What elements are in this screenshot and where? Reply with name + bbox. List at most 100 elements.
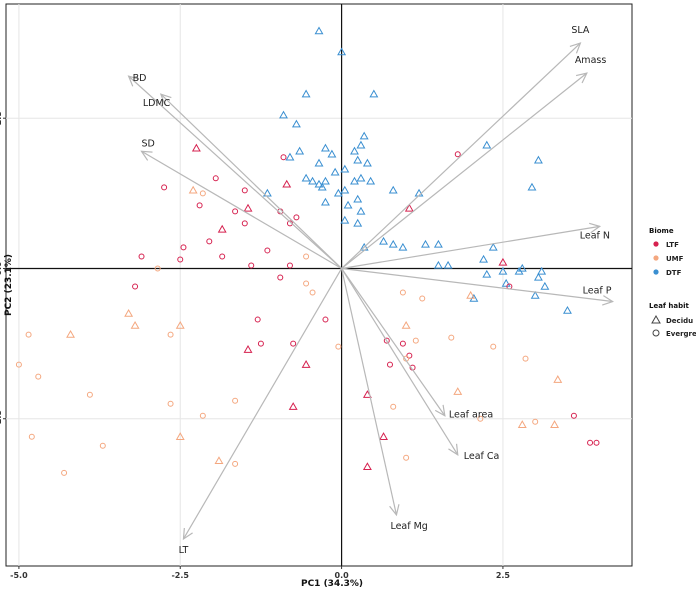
x-tick-label: -5.0: [10, 571, 28, 580]
vector-line-ldmc: [160, 93, 343, 269]
point-dtf-deciduous: [498, 266, 508, 275]
point-umf-evergreen: [154, 265, 161, 272]
vector-lt: LT: [179, 268, 343, 556]
vector-arrowhead-leaf-mg: [389, 504, 400, 517]
legend-habit-title: Leaf habit: [649, 302, 690, 310]
vector-label-leaf-area: Leaf area: [449, 410, 493, 421]
loading-vectors: SLA Amass BD LDMC SD Leaf N Leaf P Leaf area Lea…: [127, 25, 615, 556]
legend-label-ltf: LTF: [666, 241, 679, 249]
point-ltf-deciduous: [191, 143, 201, 152]
vector-arrowhead-bd: [127, 75, 140, 87]
vector-line-leaf-p: [341, 267, 613, 303]
point-dtf-deciduous: [530, 290, 540, 299]
vector-label-leaf-n: Leaf N: [580, 230, 610, 241]
point-umf-evergreen: [28, 433, 35, 440]
legend-triangle-icon: [651, 314, 661, 324]
vector-arrowhead-leaf-ca: [448, 443, 459, 456]
point-dtf-deciduous: [388, 185, 398, 194]
point-dtf-deciduous: [314, 26, 324, 35]
legend-label-dtf: DTF: [666, 269, 682, 277]
legend-label-umf: UMF: [666, 255, 684, 263]
vector-label-leaf-ca: Leaf Ca: [464, 451, 500, 462]
point-ltf-evergreen: [241, 187, 248, 194]
point-ltf-evergreen: [293, 214, 300, 221]
point-ltf-evergreen: [241, 220, 248, 227]
point-umf-evergreen: [309, 289, 316, 296]
point-dtf-deciduous: [433, 260, 443, 269]
point-dtf-deciduous: [340, 185, 350, 194]
vector-line-bd: [128, 75, 342, 269]
legend-item-umf: UMF: [653, 255, 684, 263]
point-umf-deciduous: [401, 320, 411, 329]
vector-leaf-mg: Leaf Mg: [341, 268, 428, 532]
point-umf-evergreen: [477, 415, 484, 422]
vector-leaf-ca: Leaf Ca: [341, 268, 500, 462]
point-dtf-deciduous: [353, 194, 363, 203]
point-dtf-deciduous: [279, 110, 288, 119]
x-tick-label: 2.5: [496, 571, 511, 580]
point-dtf-deciduous: [320, 197, 330, 206]
vector-arrowhead-sla: [569, 42, 582, 54]
vector-line-sla: [341, 42, 581, 269]
axis-ticks: -5.0 -2.5 0.0 2.5 -2.5 0.0 2.5: [0, 111, 510, 580]
legend-item-evergreen: Evergre: [652, 329, 696, 338]
point-dtf-deciduous: [333, 188, 343, 197]
vector-amass: Amass: [341, 55, 606, 269]
point-ltf-evergreen: [212, 175, 219, 182]
point-ltf-evergreen: [406, 352, 413, 359]
point-ltf-deciduous: [362, 462, 372, 471]
point-ltf-deciduous: [379, 432, 388, 440]
point-dtf-deciduous: [533, 155, 543, 164]
point-umf-evergreen: [232, 460, 239, 467]
point-ltf-evergreen: [206, 238, 213, 245]
point-dtf-deciduous: [320, 143, 330, 152]
point-dtf-deciduous: [537, 266, 547, 275]
y-axis-title: PC2 (23.1%): [4, 254, 14, 316]
point-umf-deciduous: [453, 387, 463, 395]
point-umf-evergreen: [167, 400, 174, 407]
point-dtf-deciduous: [517, 263, 527, 272]
vector-line-leaf-n: [341, 225, 600, 270]
point-ltf-deciduous: [243, 203, 253, 212]
point-umf-deciduous: [175, 320, 185, 329]
legend-item-deciduous: Decidu: [651, 314, 693, 325]
point-umf-deciduous: [130, 320, 140, 329]
point-umf-evergreen: [167, 331, 174, 338]
point-dtf-deciduous: [327, 149, 337, 158]
point-ltf-evergreen: [383, 337, 390, 344]
vector-arrowhead-leaf-area: [434, 404, 446, 417]
x-tick-label: -2.5: [171, 571, 189, 580]
legend-circle-icon: [652, 329, 660, 337]
y-tick-label: 2.5: [0, 111, 3, 126]
vector-arrowhead-ldmc: [159, 93, 172, 105]
legend-item-ltf: LTF: [653, 241, 679, 249]
vector-label-bd: BD: [133, 73, 147, 84]
vector-line-sd: [141, 150, 342, 269]
legend: Biome LTF UMF DTF Leaf habit Decidu Ever…: [649, 227, 696, 338]
point-ltf-evergreen: [177, 256, 184, 263]
point-dtf-deciduous: [433, 239, 443, 248]
vector-arrowhead-amass: [575, 72, 588, 84]
point-ltf-deciduous: [217, 224, 227, 233]
point-dtf-deciduous: [366, 176, 376, 185]
point-dtf-deciduous: [356, 173, 366, 182]
point-dtf-deciduous: [479, 254, 489, 263]
point-umf-deciduous: [214, 456, 224, 465]
point-ltf-evergreen: [232, 208, 239, 215]
point-dtf-deciduous: [362, 158, 372, 167]
vector-arrowhead-leaf-p: [602, 295, 615, 306]
point-umf-deciduous: [124, 308, 134, 317]
point-dtf-deciduous: [369, 89, 379, 98]
point-dtf-deciduous: [540, 281, 550, 290]
point-dtf-deciduous: [301, 89, 311, 98]
point-ltf-evergreen: [399, 340, 406, 347]
point-dtf-deciduous: [285, 152, 295, 161]
point-dtf-deciduous: [443, 260, 453, 269]
point-ltf-evergreen: [138, 253, 145, 260]
point-umf-evergreen: [399, 289, 406, 296]
point-umf-evergreen: [303, 253, 310, 260]
point-dtf-deciduous: [356, 206, 366, 215]
vector-label-ldmc: LDMC: [143, 98, 171, 109]
legend-label-evergreen: Evergre: [666, 330, 696, 338]
point-ltf-evergreen: [386, 361, 393, 368]
